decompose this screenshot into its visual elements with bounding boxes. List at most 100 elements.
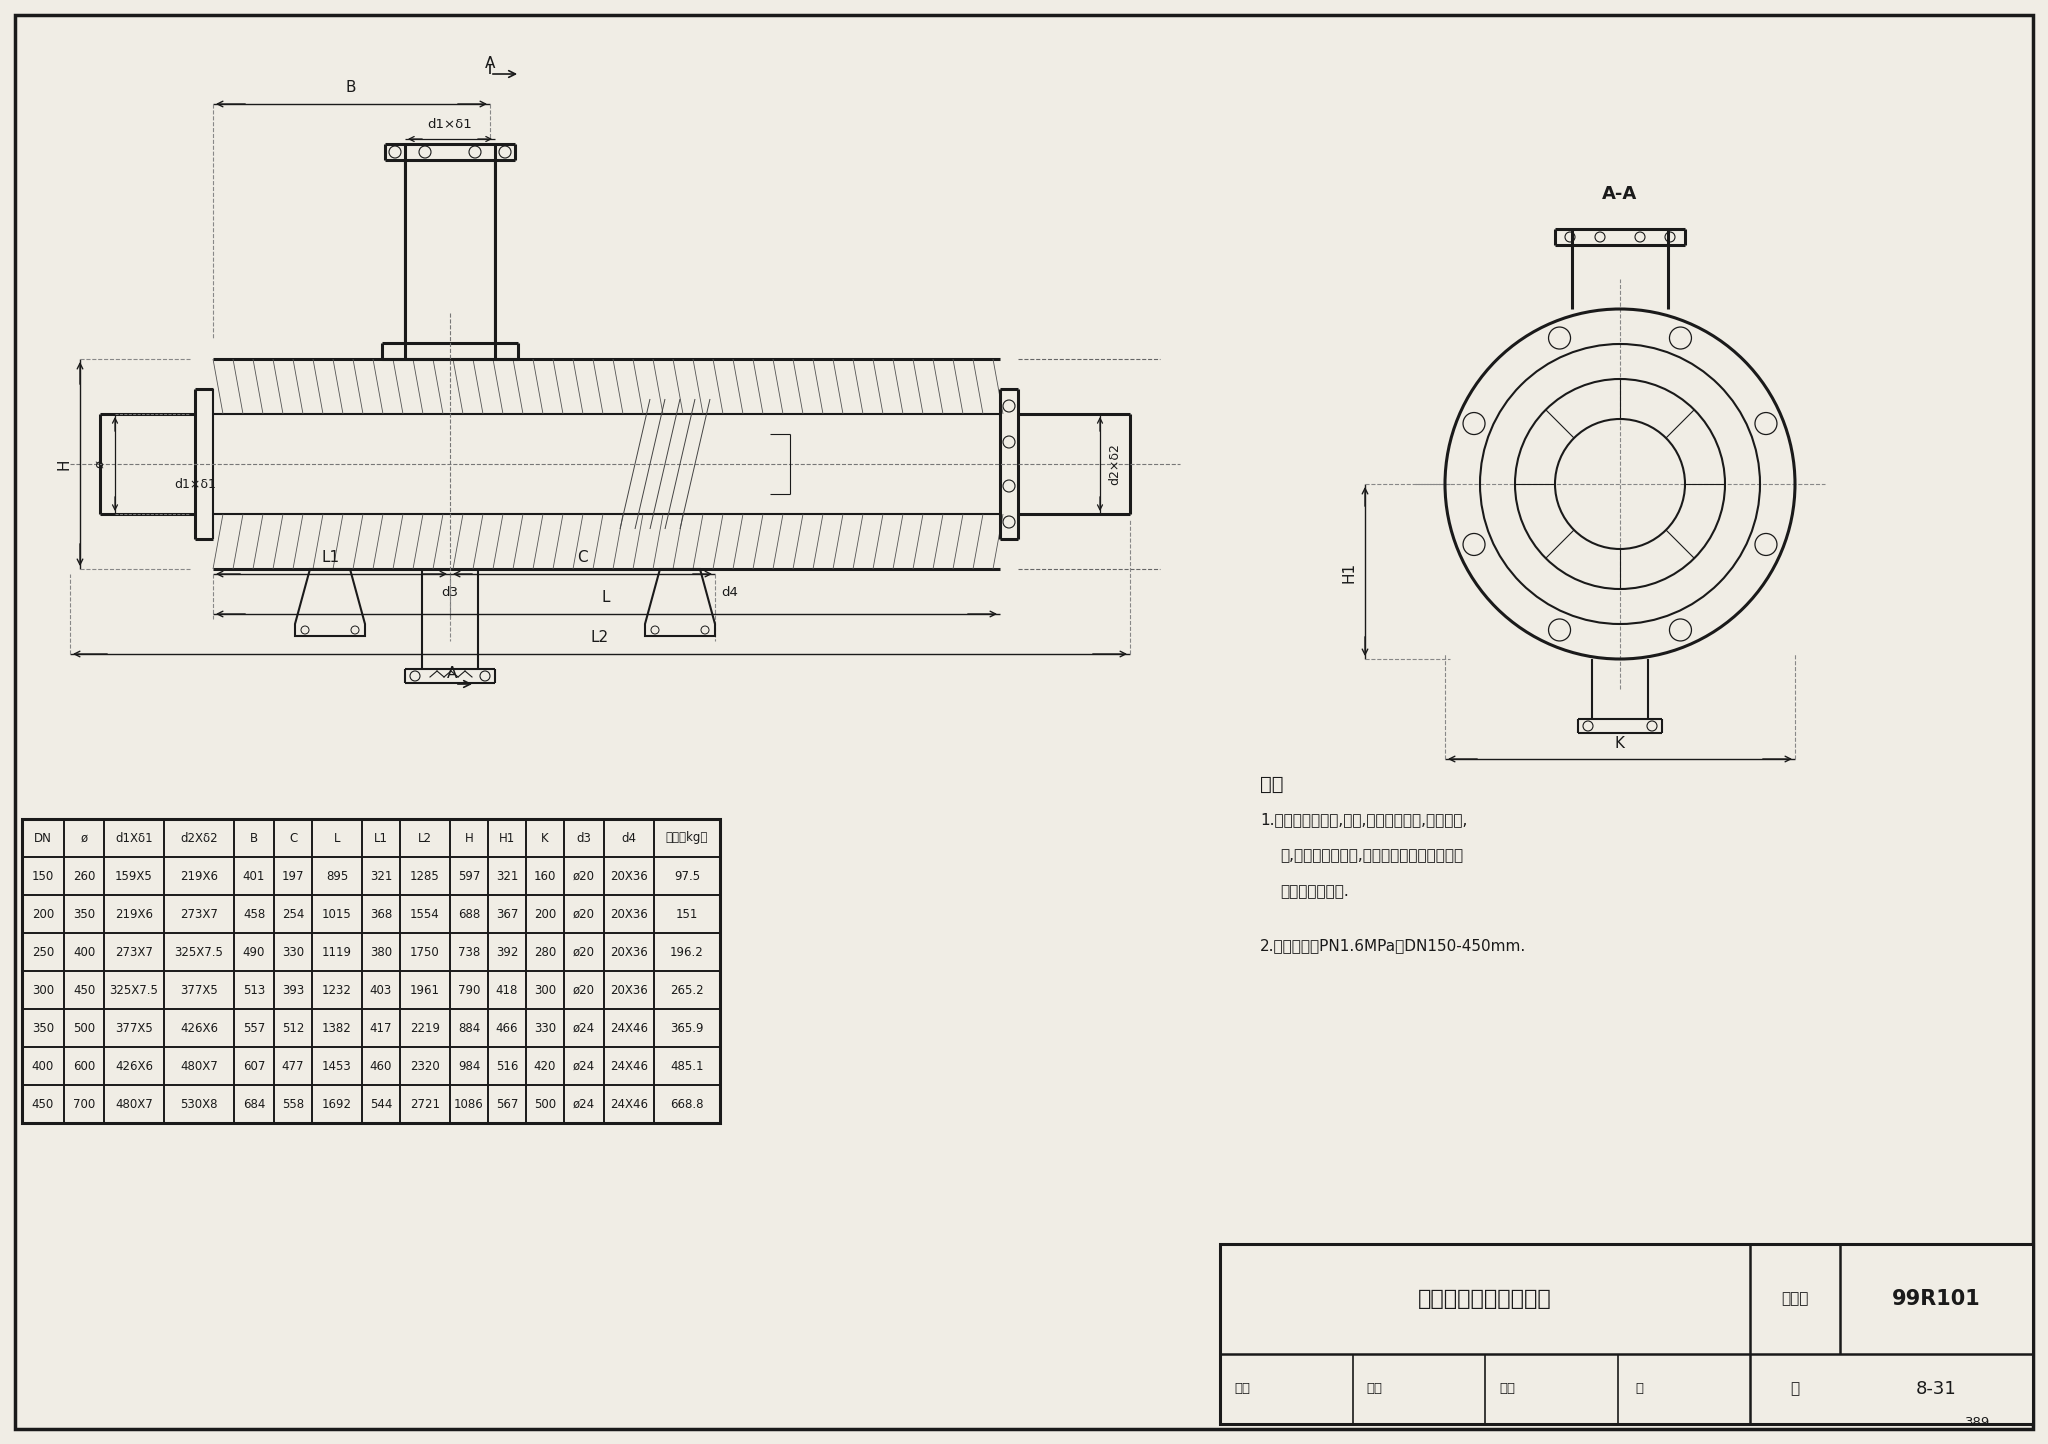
Text: 1554: 1554 — [410, 907, 440, 920]
Text: 450: 450 — [74, 983, 94, 996]
Text: 480X7: 480X7 — [180, 1060, 217, 1073]
Text: 页: 页 — [1790, 1382, 1800, 1396]
Text: 落入管内的污物.: 落入管内的污物. — [1280, 885, 1350, 900]
Text: 513: 513 — [244, 983, 264, 996]
Text: 600: 600 — [74, 1060, 94, 1073]
Text: 688: 688 — [459, 907, 479, 920]
Text: 330: 330 — [283, 946, 303, 959]
Text: 总重（kg）: 总重（kg） — [666, 832, 709, 845]
Text: 196.2: 196.2 — [670, 946, 705, 959]
Text: 450: 450 — [33, 1097, 53, 1110]
Text: 377X5: 377X5 — [180, 983, 217, 996]
Text: 895: 895 — [326, 869, 348, 882]
Text: 校对: 校对 — [1366, 1382, 1382, 1395]
Text: ø: ø — [94, 461, 106, 468]
Text: 321: 321 — [496, 869, 518, 882]
Text: L2: L2 — [418, 832, 432, 845]
Text: 20X36: 20X36 — [610, 946, 647, 959]
Text: 250: 250 — [33, 946, 53, 959]
Text: 325X7.5: 325X7.5 — [174, 946, 223, 959]
Text: 273X7: 273X7 — [180, 907, 217, 920]
Text: 500: 500 — [74, 1021, 94, 1034]
Text: 卧式角通除污器（三）: 卧式角通除污器（三） — [1417, 1289, 1552, 1310]
Text: L1: L1 — [322, 550, 340, 566]
Text: 20X36: 20X36 — [610, 983, 647, 996]
Text: 368: 368 — [371, 907, 391, 920]
Text: 389: 389 — [1964, 1415, 1991, 1428]
Text: 392: 392 — [496, 946, 518, 959]
Text: 420: 420 — [535, 1060, 557, 1073]
Text: 审核: 审核 — [1235, 1382, 1249, 1395]
Text: 393: 393 — [283, 983, 303, 996]
Text: 97.5: 97.5 — [674, 869, 700, 882]
Text: 597: 597 — [459, 869, 479, 882]
Text: A: A — [485, 56, 496, 72]
Text: 8-31: 8-31 — [1915, 1380, 1956, 1398]
Text: 1232: 1232 — [322, 983, 352, 996]
Text: B: B — [250, 832, 258, 845]
Text: 400: 400 — [74, 946, 94, 959]
Text: ø24: ø24 — [573, 1021, 596, 1034]
Text: 1285: 1285 — [410, 869, 440, 882]
Bar — [1221, 1243, 2034, 1424]
Text: 159X5: 159X5 — [115, 869, 154, 882]
Text: C: C — [289, 832, 297, 845]
Text: 530X8: 530X8 — [180, 1097, 217, 1110]
Text: 321: 321 — [371, 869, 391, 882]
Text: K: K — [1616, 735, 1624, 751]
Text: 418: 418 — [496, 983, 518, 996]
Text: H1: H1 — [1341, 562, 1356, 582]
Text: 401: 401 — [244, 869, 264, 882]
Text: H: H — [57, 458, 72, 469]
Text: H: H — [465, 832, 473, 845]
Text: ø20: ø20 — [573, 907, 596, 920]
Text: 设计: 设计 — [1499, 1382, 1516, 1395]
Text: 607: 607 — [244, 1060, 264, 1073]
Text: L2: L2 — [592, 631, 608, 645]
Text: 2.本图适用于PN1.6MPa，DN150-450mm.: 2.本图适用于PN1.6MPa，DN150-450mm. — [1260, 939, 1526, 953]
Text: 403: 403 — [371, 983, 391, 996]
Text: A-A: A-A — [1602, 185, 1638, 204]
Text: 377X5: 377X5 — [115, 1021, 154, 1034]
Text: d2×δ2: d2×δ2 — [1108, 443, 1122, 485]
Text: 700: 700 — [74, 1097, 94, 1110]
Text: 426X6: 426X6 — [180, 1021, 217, 1034]
Text: 200: 200 — [33, 907, 53, 920]
Text: 2320: 2320 — [410, 1060, 440, 1073]
Text: d3: d3 — [442, 585, 459, 598]
Text: 557: 557 — [244, 1021, 264, 1034]
Text: 460: 460 — [371, 1060, 391, 1073]
Text: 1961: 1961 — [410, 983, 440, 996]
Text: 1750: 1750 — [410, 946, 440, 959]
Text: ø24: ø24 — [573, 1060, 596, 1073]
Text: 1692: 1692 — [322, 1097, 352, 1110]
Text: d1×δ1: d1×δ1 — [428, 118, 473, 131]
Text: 365.9: 365.9 — [670, 1021, 705, 1034]
Text: 458: 458 — [244, 907, 264, 920]
Text: 24X46: 24X46 — [610, 1097, 647, 1110]
Text: 984: 984 — [459, 1060, 479, 1073]
Text: L: L — [334, 832, 340, 845]
Text: 300: 300 — [535, 983, 557, 996]
Text: 200: 200 — [535, 907, 557, 920]
Text: 668.8: 668.8 — [670, 1097, 705, 1110]
Text: 页: 页 — [1636, 1382, 1642, 1395]
Text: 350: 350 — [33, 1021, 53, 1034]
Text: 99R101: 99R101 — [1892, 1289, 1980, 1310]
Text: ø20: ø20 — [573, 946, 596, 959]
Text: d2Xδ2: d2Xδ2 — [180, 832, 217, 845]
Text: 1015: 1015 — [322, 907, 352, 920]
Text: C: C — [578, 550, 588, 566]
Text: 466: 466 — [496, 1021, 518, 1034]
Text: 300: 300 — [33, 983, 53, 996]
Text: 544: 544 — [371, 1097, 391, 1110]
Text: 冷,热水管路入口处,用来排除在安装和运行时: 冷,热水管路入口处,用来排除在安装和运行时 — [1280, 849, 1462, 864]
Text: 884: 884 — [459, 1021, 479, 1034]
Text: 265.2: 265.2 — [670, 983, 705, 996]
Text: 20X36: 20X36 — [610, 907, 647, 920]
Text: 1119: 1119 — [322, 946, 352, 959]
Text: 400: 400 — [33, 1060, 53, 1073]
Text: d3: d3 — [578, 832, 592, 845]
Text: 图集号: 图集号 — [1782, 1291, 1808, 1307]
Text: 500: 500 — [535, 1097, 557, 1110]
